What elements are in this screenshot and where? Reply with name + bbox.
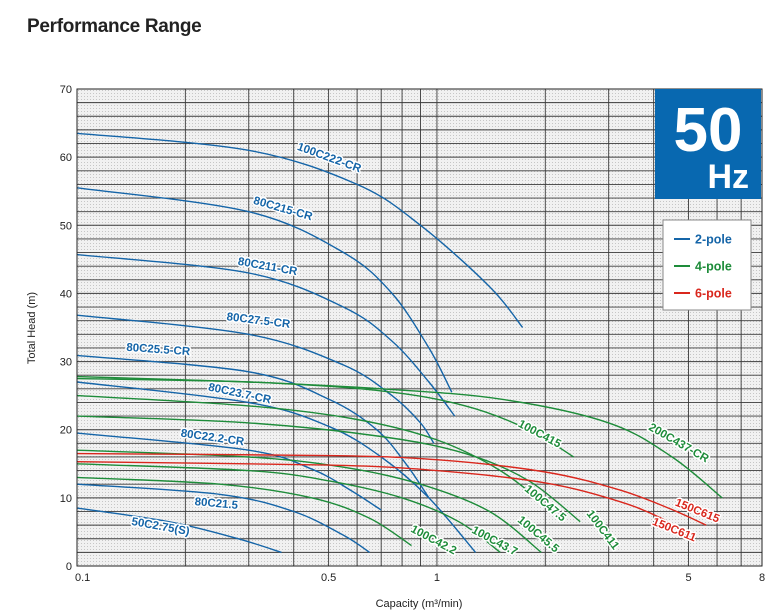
x-tick-label: 0.5 <box>321 572 336 584</box>
y-tick-label: 20 <box>60 425 72 437</box>
y-tick-label: 0 <box>66 561 72 573</box>
curve-50c2-75-s- <box>77 507 282 554</box>
curve-200c437-cr <box>77 375 723 499</box>
curve-150c611 <box>77 461 692 540</box>
y-tick-label: 10 <box>60 493 72 505</box>
legend-label: 4-pole <box>695 260 732 274</box>
curve-100c42-2 <box>77 476 412 547</box>
curve-80c25-5-cr <box>77 354 430 499</box>
y-tick-label: 60 <box>60 152 72 164</box>
curve-80c21-5 <box>77 483 370 553</box>
y-tick-label: 70 <box>60 84 72 96</box>
plot-frame <box>76 88 763 567</box>
curve-80c215-cr <box>77 187 453 393</box>
curve-100c43-7 <box>77 463 501 553</box>
y-tick-label: 40 <box>60 288 72 300</box>
x-axis-label: Capacity (m³/min) <box>376 598 463 610</box>
badge-unit: Hz <box>707 158 749 196</box>
x-tick-label: 8 <box>759 572 765 584</box>
y-tick-label: 50 <box>60 220 72 232</box>
curve-80c23-7-cr <box>77 381 477 553</box>
x-tick-label: 0.1 <box>75 572 90 584</box>
curve-150c615 <box>77 452 707 526</box>
curve-80c22-2-cr <box>77 432 382 511</box>
legend-label: 6-pole <box>695 287 732 301</box>
badge-background <box>655 89 761 199</box>
legend-label: 2-pole <box>695 233 732 247</box>
curve-80c27-5-cr <box>77 314 435 444</box>
x-tick-label: 5 <box>685 572 691 584</box>
x-tick-label: 1 <box>434 572 440 584</box>
frequency-badge: 50 Hz <box>655 89 761 199</box>
legend: 2-pole 4-pole 6-pole <box>662 219 752 311</box>
performance-curves <box>77 132 723 554</box>
page-title: Performance Range <box>27 16 202 37</box>
plot-area <box>77 89 762 566</box>
y-axis-label: Total Head (m) <box>26 292 38 364</box>
axis-ticks: 0 10 20 30 40 50 60 70 0.1 0.5 1 5 8 <box>60 84 765 584</box>
curve-label: 80C21.5 <box>194 496 239 512</box>
curve-100c222-cr <box>77 132 524 328</box>
curve-80c211-cr <box>77 253 456 417</box>
curve-100c47-5 <box>77 394 550 509</box>
y-tick-label: 30 <box>60 357 72 369</box>
badge-value: 50 <box>674 96 743 165</box>
